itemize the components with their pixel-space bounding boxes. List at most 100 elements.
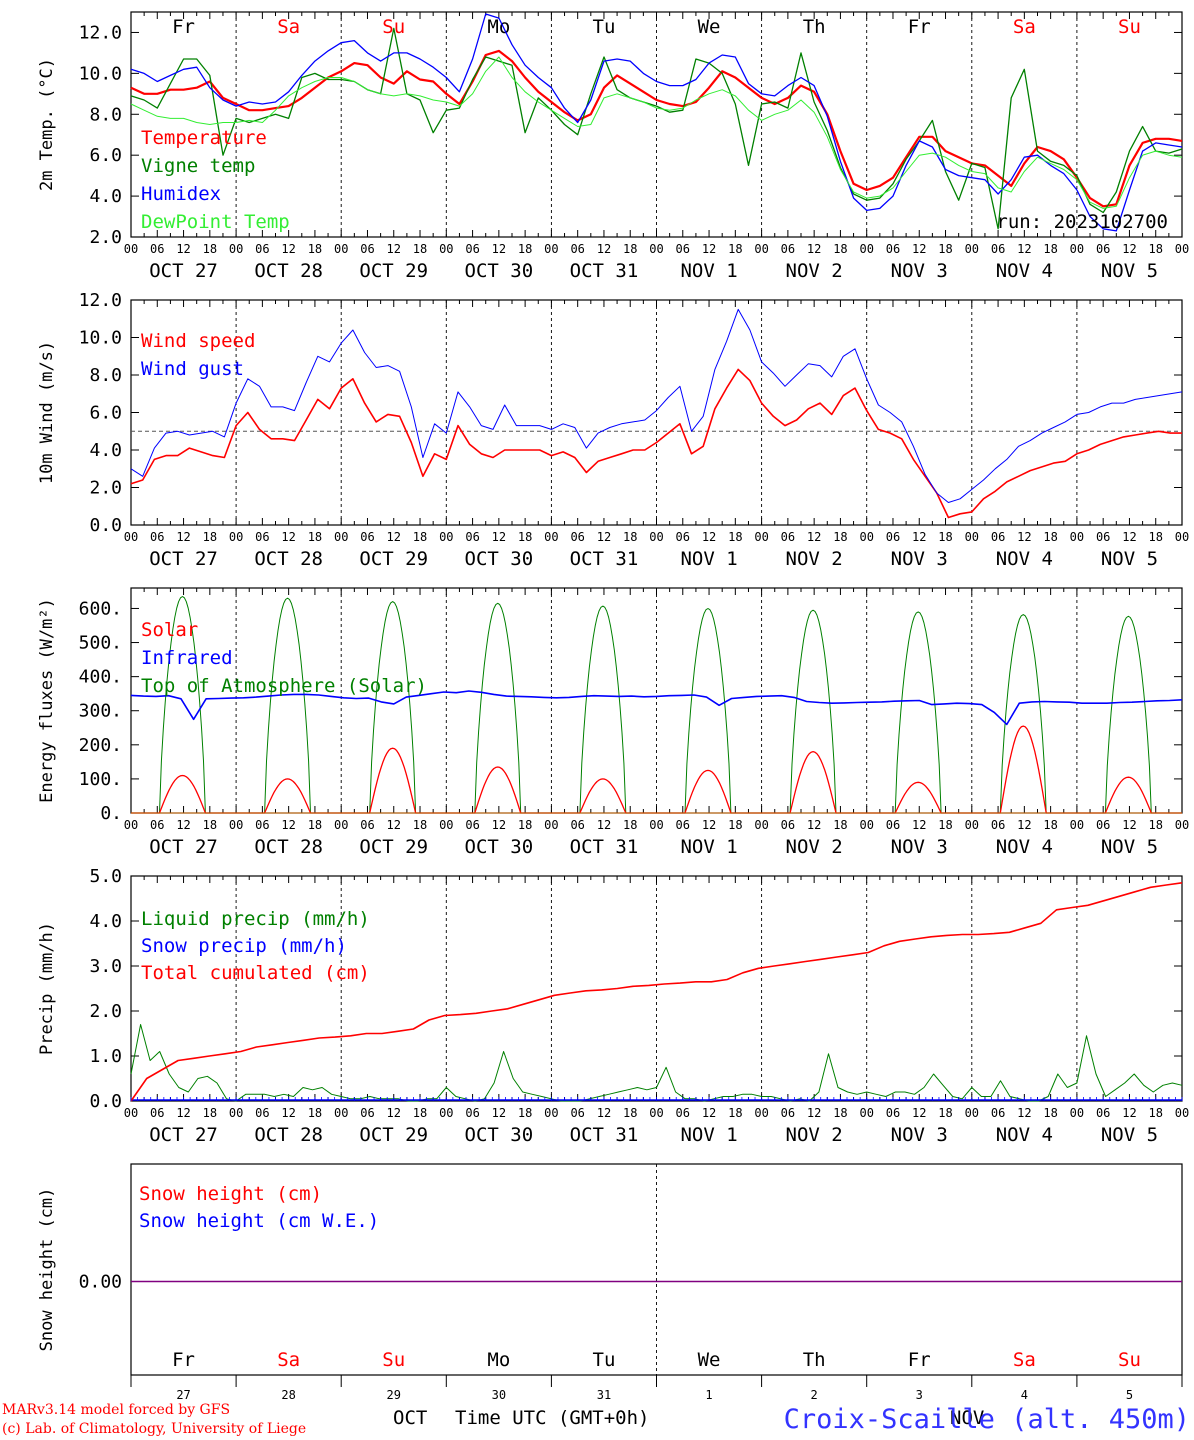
date-label: OCT 29: [359, 260, 428, 282]
weekday-label: Mo: [487, 1349, 510, 1371]
hour-label: 06: [991, 818, 1005, 832]
legend-entry: Vigne temp: [141, 155, 255, 177]
hour-label: 00: [439, 818, 453, 832]
hour-label: 18: [728, 242, 742, 256]
hour-label: 18: [308, 818, 322, 832]
hour-label: 00: [1175, 1106, 1189, 1120]
hour-label: 12: [1122, 242, 1136, 256]
hour-label: 00: [124, 242, 138, 256]
series-line: [130, 56, 1183, 209]
hour-label: 18: [413, 242, 427, 256]
hour-label: 00: [859, 1106, 873, 1120]
hour-label: 12: [1017, 530, 1031, 544]
weekday-label: Sa: [1013, 1349, 1036, 1371]
hour-label: 18: [518, 242, 532, 256]
hour-label: 00: [859, 530, 873, 544]
hour-label: 18: [938, 1106, 952, 1120]
weekday-label: Sa: [1013, 16, 1036, 38]
hour-label: 00: [229, 818, 243, 832]
hour-label: 00: [649, 242, 663, 256]
date-label: NOV 3: [891, 1124, 948, 1146]
hour-label: 00: [1070, 530, 1084, 544]
hour-label: 06: [781, 818, 795, 832]
date-label: NOV 4: [996, 548, 1053, 570]
date-label: OCT 27: [149, 1124, 218, 1146]
hour-label: 00: [124, 1106, 138, 1120]
date-label: OCT 29: [359, 1124, 428, 1146]
day-number: 29: [387, 1388, 401, 1402]
hour-label: 06: [465, 1106, 479, 1120]
hour-label: 06: [465, 530, 479, 544]
panel-frame: [130, 11, 1183, 238]
y-axis-title: Snow height (cm): [37, 1188, 57, 1352]
footer-model: MARv3.14 model forced by GFS: [2, 1402, 230, 1418]
hour-label: 12: [912, 818, 926, 832]
date-label: OCT 30: [465, 260, 534, 282]
hour-label: 00: [965, 818, 979, 832]
hour-label: 12: [176, 242, 190, 256]
hour-label: 12: [387, 242, 401, 256]
hour-label: 00: [544, 530, 558, 544]
hour-label: 18: [308, 530, 322, 544]
date-label: NOV 5: [1101, 548, 1158, 570]
hour-label: 00: [754, 530, 768, 544]
hour-label: 12: [281, 530, 295, 544]
hour-label: 18: [623, 1106, 637, 1120]
hour-label: 06: [255, 530, 269, 544]
day-number: 31: [597, 1388, 611, 1402]
date-label: OCT 29: [359, 836, 428, 858]
hour-label: 12: [281, 1106, 295, 1120]
y-tick-label: 8.0: [89, 104, 122, 125]
hour-label: 12: [597, 242, 611, 256]
hour-label: 18: [203, 242, 217, 256]
y-tick-label: 200.: [79, 735, 122, 756]
y-axis-title: 10m Wind (m/s): [37, 341, 57, 484]
date-label: NOV 1: [680, 836, 737, 858]
hour-label: 06: [886, 530, 900, 544]
y-tick-label: 600.: [79, 598, 122, 619]
panel-1: 00 06 12 18 00 06 12 18 00 06 12 18 00 06 12 18 00 06 12 18…: [37, 11, 1189, 282]
hour-label: 00: [334, 242, 348, 256]
hour-label: 06: [150, 242, 164, 256]
hour-label: 00: [124, 818, 138, 832]
weekday-label: Tu: [593, 16, 616, 38]
y-tick-label: 0.0: [89, 1091, 122, 1112]
date-label: NOV 3: [891, 836, 948, 858]
date-label: OCT 28: [254, 548, 323, 570]
panel-2: 00 06 12 18 00 06 12 18 00 06 12 18 00 06 12 18 00 06 12 18…: [37, 290, 1189, 570]
y-tick-label: 6.0: [89, 403, 122, 424]
hour-label: 18: [413, 1106, 427, 1120]
hour-label: 18: [833, 818, 847, 832]
hour-label: 00: [1070, 818, 1084, 832]
day-number: 2: [811, 1388, 818, 1402]
hour-label: 18: [1043, 818, 1057, 832]
y-tick-label: 0.00: [79, 1272, 122, 1293]
hour-label: 12: [807, 242, 821, 256]
hour-label: 06: [465, 242, 479, 256]
date-label: OCT 27: [149, 260, 218, 282]
hour-label: 00: [439, 1106, 453, 1120]
hour-label: 06: [150, 530, 164, 544]
hour-label: 00: [1175, 530, 1189, 544]
hour-label: 00: [1070, 1106, 1084, 1120]
hour-label: 18: [833, 1106, 847, 1120]
weekday-label: Sa: [277, 1349, 300, 1371]
hour-label: 00: [229, 1106, 243, 1120]
footer-station: Croix-Scaille (alt. 450m): [784, 1404, 1190, 1435]
series-line: [130, 1024, 1183, 1102]
hour-label: 00: [754, 818, 768, 832]
hour-label: 12: [1017, 242, 1031, 256]
hour-label: 06: [360, 818, 374, 832]
y-tick-label: 3.0: [89, 956, 122, 977]
hour-label: 06: [781, 530, 795, 544]
weekday-label: Su: [1118, 16, 1141, 38]
hour-label: 00: [965, 1106, 979, 1120]
hour-label: 12: [1017, 818, 1031, 832]
hour-label: 00: [754, 1106, 768, 1120]
y-tick-label: 4.0: [89, 440, 122, 461]
footer-time-label: Time UTC (GMT+0h): [455, 1407, 649, 1429]
series-line: [130, 368, 1182, 519]
date-label: OCT 27: [149, 548, 218, 570]
legend-entry: Top of Atmosphere (Solar): [141, 675, 427, 697]
footer-copyright: (c) Lab. of Climatology, University of L…: [2, 1421, 306, 1437]
